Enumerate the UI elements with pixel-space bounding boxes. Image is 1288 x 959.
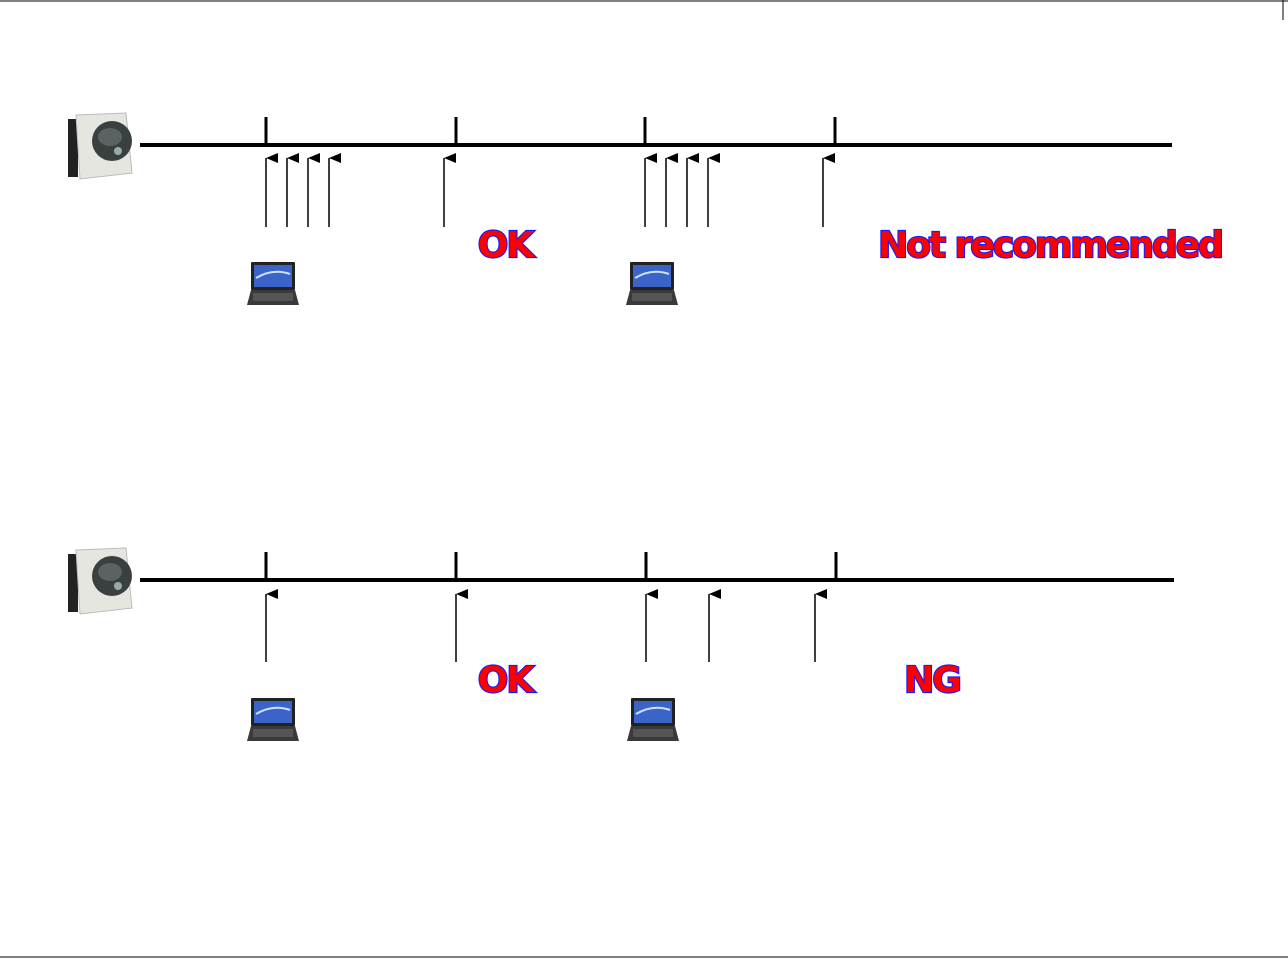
- camera-icon: [67, 112, 133, 180]
- timeline-ticks: [264, 117, 837, 145]
- status-label-ok: OK: [478, 225, 536, 266]
- status-label-ok: OK: [478, 660, 536, 701]
- laptop-icon: [246, 261, 300, 306]
- request-arrows: [265, 153, 835, 227]
- timeline-ticks: [264, 552, 838, 580]
- laptop-icon: [625, 261, 679, 306]
- laptop-icon: [246, 697, 300, 742]
- request-arrows: [265, 589, 827, 662]
- scenario-1: OK Not recommended: [67, 112, 1225, 306]
- scenario-2: OK NG: [67, 547, 1174, 742]
- laptop-icon: [626, 697, 680, 742]
- camera-icon: [67, 547, 133, 615]
- status-label-not-recommended: Not recommended: [878, 225, 1222, 266]
- status-label-ng: NG: [904, 660, 960, 701]
